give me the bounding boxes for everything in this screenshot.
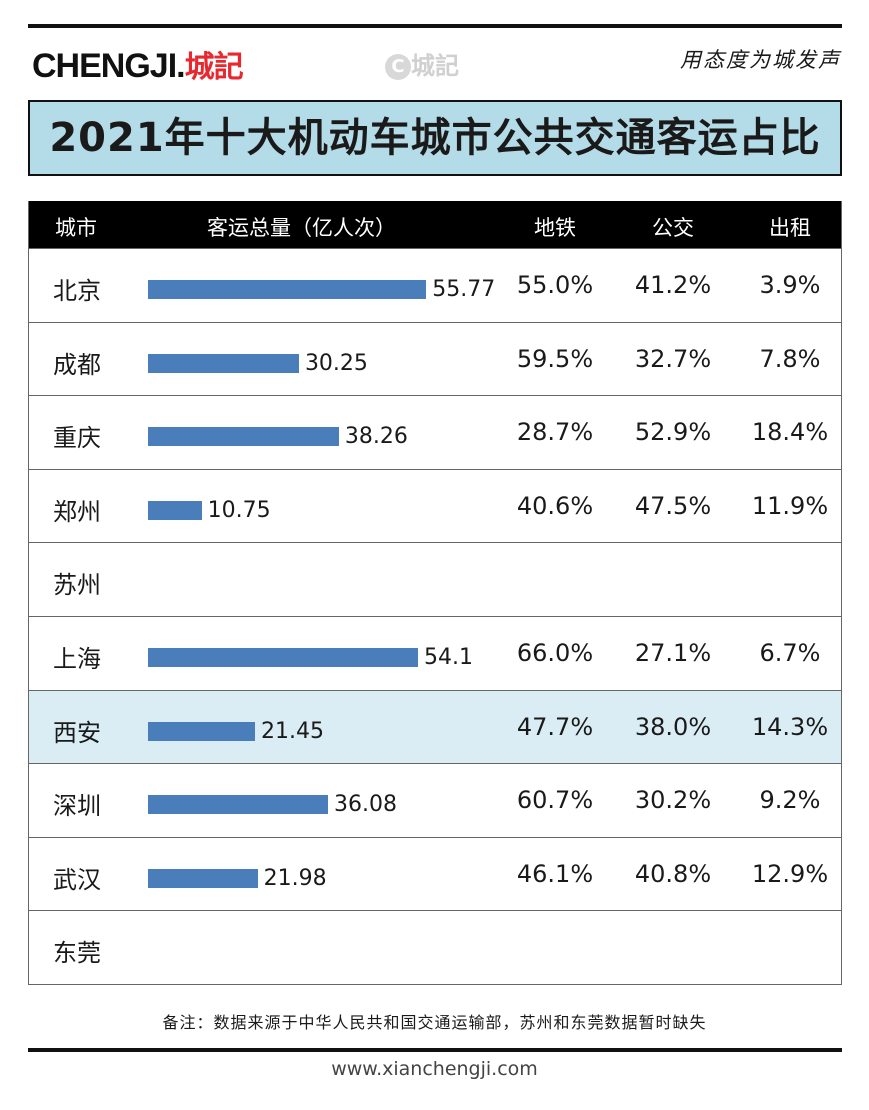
metro-share: 46.1% [516,859,594,888]
table-row: 武汉 21.98 46.1% 40.8% 12.9% [29,836,841,911]
col-total: 客运总量（亿人次） [207,216,396,240]
total-bar [148,500,202,520]
total-value: 10.75 [207,497,271,523]
top-rule [28,24,842,28]
city-name: 重庆 [53,424,101,453]
total-value: 36.08 [334,792,398,818]
bus-share: 52.9% [634,418,712,447]
total-bar [148,795,329,815]
metro-share: 28.7% [516,418,594,447]
metro-share: 66.0% [516,638,594,667]
slogan: 用态度为城发声 [680,48,841,72]
total-bar [148,427,339,447]
total-bar [148,647,418,667]
table-row: 重庆 38.26 28.7% 52.9% 18.4% [29,395,841,469]
taxi-share: 12.9% [751,859,829,888]
total-value: 30.25 [304,350,368,376]
taxi-share: 14.3% [751,712,829,741]
table-row: 东莞 [29,910,841,984]
table-row: 成都 30.25 59.5% 32.7% 7.8% [29,321,841,396]
bus-share: 30.2% [634,786,712,815]
table-row: 西安 21.45 47.7% 38.0% 14.3% [29,689,841,764]
taxi-share: 6.7% [759,638,821,667]
col-metro: 地铁 [534,216,576,240]
city-name: 北京 [53,277,101,305]
taxi-share: 7.8% [759,344,821,373]
footnote: 备注：数据来源于中华人民共和国交通运输部，苏州和东莞数据暂时缺失 [162,1013,707,1032]
metro-share: 55.0% [516,271,594,299]
bus-share: 40.8% [634,859,712,888]
website: www.xianchengji.com [331,1058,538,1080]
city-name: 苏州 [53,571,101,600]
table-row: 北京 55.77 55.0% 41.2% 3.9% [29,248,841,322]
bus-share: 41.2% [634,271,712,299]
city-name: 武汉 [53,865,101,894]
logo: CHENGJI.城記 [32,47,244,85]
city-name: 西安 [53,718,101,747]
watermark-c-icon: C [385,54,411,80]
total-bar [148,721,256,741]
bottom-rule [28,1048,842,1052]
total-value: 54.1 [423,644,473,670]
city-name: 郑州 [53,497,101,526]
taxi-share: 11.9% [751,491,829,520]
total-value: 38.26 [344,424,408,450]
watermark: C 城記 [385,46,459,81]
total-value: 21.45 [261,718,325,744]
city-name: 东莞 [53,939,101,968]
bus-share: 47.5% [634,491,712,520]
col-taxi: 出租 [769,216,811,240]
col-city: 城市 [55,216,97,240]
col-bus: 公交 [652,216,694,240]
city-name: 成都 [53,350,101,379]
total-value: 21.98 [263,865,327,891]
total-bar [148,280,427,299]
table-row: 上海 54.1 66.0% 27.1% 6.7% [29,615,841,690]
total-bar [148,868,258,888]
bus-share: 27.1% [634,638,712,667]
taxi-share: 9.2% [759,786,821,815]
bus-share: 38.0% [634,712,712,741]
taxi-share: 3.9% [759,271,821,299]
table-row: 深圳 36.08 60.7% 30.2% 9.2% [29,763,841,837]
metro-share: 60.7% [516,786,594,815]
bus-share: 32.7% [634,344,712,373]
city-name: 上海 [53,644,101,673]
page-title: 2021年十大机动车城市公共交通客运占比 [28,100,842,176]
table-row: 苏州 [29,542,841,616]
total-bar [148,353,299,373]
city-name: 深圳 [53,792,101,821]
table-header: 城市 客运总量（亿人次） 地铁 公交 出租 [29,201,841,248]
data-table: 城市 客运总量（亿人次） 地铁 公交 出租 北京 55.77 55.0% 41.2% 3… [28,201,842,985]
metro-share: 47.7% [516,712,594,741]
metro-share: 59.5% [516,344,594,373]
total-value: 55.77 [432,277,496,302]
table-row: 郑州 10.75 40.6% 47.5% 11.9% [29,468,841,543]
metro-share: 40.6% [516,491,594,520]
taxi-share: 18.4% [751,418,829,447]
